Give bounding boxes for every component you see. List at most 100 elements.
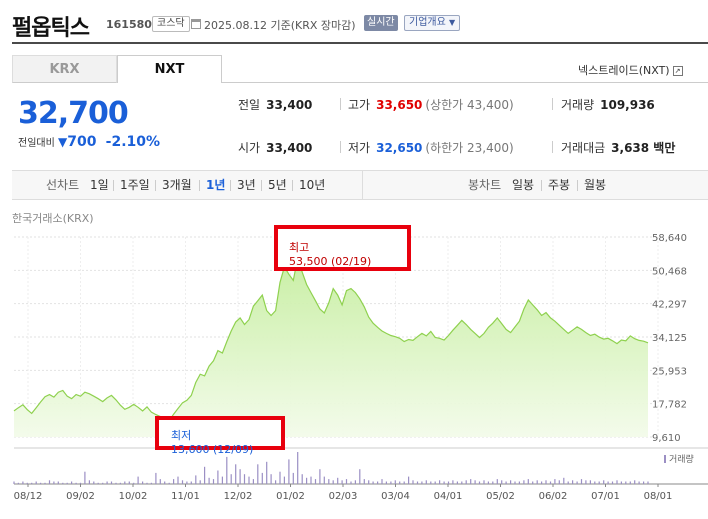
volume-bar (44, 482, 46, 484)
period-separator (113, 180, 114, 191)
caret-down-icon: ▼ (449, 18, 456, 27)
chart-period-bar: 선차트 1일 1주일 3개월 1년 3년 5년 10년 봉차트 일봉 주봉 월봉 (12, 170, 708, 200)
stat-label: 거래량 (561, 98, 595, 112)
stat-divider (340, 141, 341, 153)
stat-label: 시가 (238, 141, 261, 155)
candle-chart-label: 봉차트 (468, 178, 502, 192)
volume-bar (496, 479, 498, 484)
external-link-icon: ↗ (672, 66, 683, 76)
calendar-icon (191, 19, 201, 29)
volume-bar (385, 481, 387, 484)
volume-bar (283, 476, 285, 484)
volume-bar (53, 481, 55, 484)
volume-bar (470, 479, 472, 484)
period-1d[interactable]: 1일 (90, 178, 109, 192)
volume-bar (137, 476, 139, 484)
stat-value: 33,400 (266, 98, 313, 112)
period-3m[interactable]: 3개월 (162, 178, 192, 192)
volume-bar (257, 464, 259, 484)
volume-bar (204, 466, 206, 484)
volume-bar (40, 482, 42, 484)
volume-bars: 거래량 (13, 452, 694, 484)
candle-monthly[interactable]: 월봉 (584, 178, 607, 192)
period-5y[interactable]: 5년 (268, 178, 287, 192)
x-tick-label: 06/02 (539, 491, 568, 502)
current-price: 32,700 (18, 96, 129, 131)
x-tick-label: 02/03 (329, 491, 358, 502)
volume-bar (186, 481, 188, 484)
tabs-divider (222, 82, 708, 83)
candle-daily[interactable]: 일봉 (512, 178, 535, 192)
company-name[interactable]: 펄옵틱스 (12, 16, 90, 41)
period-1y[interactable]: 1년 (206, 178, 226, 192)
volume-bar (57, 481, 59, 484)
stat-label: 거래대금 (561, 141, 606, 155)
volume-bar (580, 479, 583, 484)
x-tick-label: 11/01 (171, 491, 200, 502)
x-tick-label: 04/01 (434, 491, 463, 502)
volume-bar (536, 480, 538, 484)
y-tick-label: 34,125 (652, 333, 687, 344)
volume-bar (408, 476, 410, 484)
volume-bar (430, 481, 432, 484)
x-axis: 08/12 09/02 10/02 11/01 12/02 01/02 02/03 03/04… (14, 484, 672, 502)
volume-bar (102, 482, 104, 484)
realtime-button[interactable]: 실시간 (364, 15, 398, 31)
stat-label: 고가 (348, 98, 371, 112)
y-tick-label: 58,640 (652, 233, 687, 244)
volume-bar (13, 481, 15, 484)
volume-bar (323, 476, 325, 484)
volume-bar (35, 481, 37, 484)
candle-weekly[interactable]: 주봉 (548, 178, 571, 192)
volume-bar (235, 464, 237, 484)
volume-bar (124, 481, 126, 484)
stat-divider (552, 98, 553, 110)
volume-bar (306, 477, 308, 484)
volume-bar (181, 480, 184, 484)
date-basis: 2025.08.12 기준(KRX 장마감) (204, 19, 356, 32)
volume-bar (345, 479, 348, 484)
high-callout-text: 최고 53,500 (02/19) (289, 239, 371, 268)
volume-bar (159, 479, 161, 484)
volume-bar (359, 469, 361, 484)
volume-bar (514, 481, 516, 484)
stat-open: 시가 33,400 (238, 139, 312, 156)
stat-lower-limit: (하한가 23,400) (425, 141, 514, 155)
x-tick-label: 09/02 (66, 491, 95, 502)
volume-bar (248, 476, 250, 484)
volume-bar (598, 481, 600, 484)
x-tick-label: 05/02 (486, 491, 515, 502)
volume-bar (168, 482, 170, 484)
volume-bar (567, 481, 569, 484)
volume-bar (71, 481, 73, 484)
period-10y[interactable]: 10년 (299, 178, 326, 192)
tab-krx[interactable]: KRX (12, 55, 117, 83)
volume-bar (603, 480, 605, 484)
low-callout: 최저 13,600 (12/09) (155, 416, 285, 456)
volume-bar (199, 480, 201, 484)
nextrade-link[interactable]: 넥스트레이드(NXT) ↗ (578, 62, 683, 78)
high-callout: 최고 53,500 (02/19) (274, 225, 411, 271)
stat-divider (340, 98, 341, 110)
volume-bar (150, 482, 152, 484)
exchange-tabs: KRX NXT (12, 55, 222, 83)
volume-bar (239, 469, 241, 484)
volume-bar (647, 481, 649, 484)
volume-bar (119, 482, 121, 484)
volume-bar (611, 481, 614, 484)
volume-bar (510, 480, 512, 484)
volume-bar (478, 481, 481, 484)
volume-bar (275, 480, 277, 484)
volume-bar (585, 480, 587, 484)
period-3y[interactable]: 3년 (237, 178, 256, 192)
volume-bar (634, 480, 636, 484)
company-info-button[interactable]: 기업개요 ▼ (404, 15, 461, 31)
period-1w[interactable]: 1주일 (120, 178, 150, 192)
volume-bar (434, 481, 436, 484)
volume-bar (541, 481, 543, 484)
volume-bar (532, 481, 534, 484)
volume-bar (447, 481, 450, 484)
tab-nxt[interactable]: NXT (117, 55, 222, 83)
volume-bar (492, 481, 494, 484)
volume-bar (177, 476, 179, 484)
